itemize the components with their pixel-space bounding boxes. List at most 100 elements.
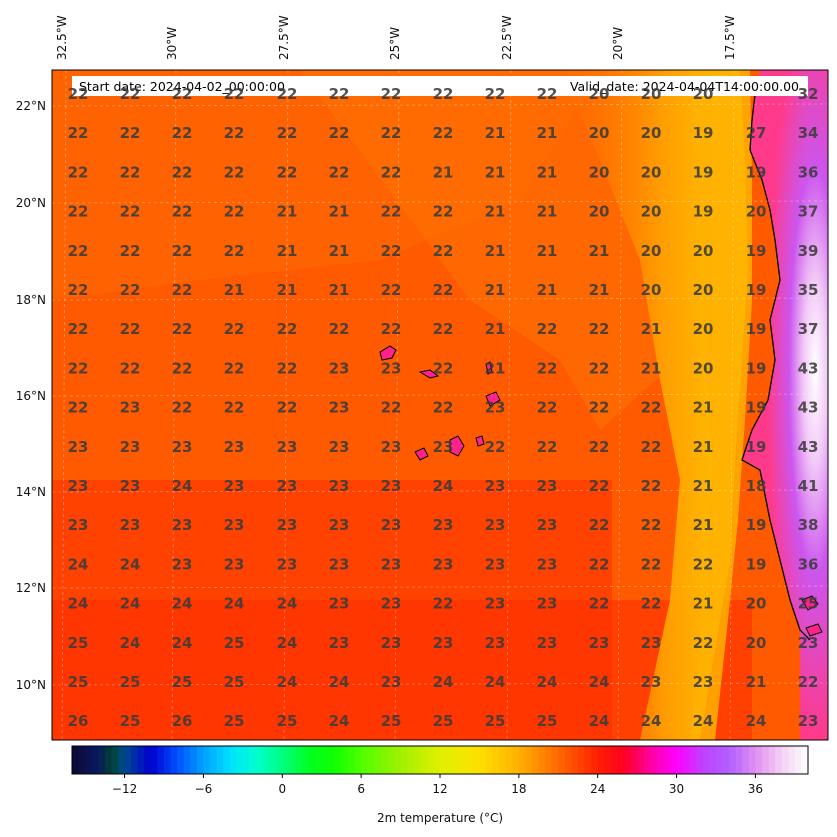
colorbar-segment bbox=[551, 746, 559, 774]
colorbar-segment bbox=[663, 746, 671, 774]
grid-value: 22 bbox=[120, 281, 141, 299]
grid-value: 22 bbox=[589, 320, 610, 338]
colorbar-segment bbox=[584, 746, 592, 774]
grid-value: 20 bbox=[641, 242, 662, 260]
grid-value: 20 bbox=[693, 85, 714, 103]
grid-value: 22 bbox=[277, 163, 298, 181]
grid-value: 22 bbox=[68, 320, 89, 338]
grid-value: 22 bbox=[433, 203, 454, 221]
colorbar-segment bbox=[696, 746, 704, 774]
grid-value: 20 bbox=[641, 124, 662, 142]
grid-value: 20 bbox=[641, 281, 662, 299]
grid-value: 21 bbox=[485, 163, 506, 181]
grid-value: 23 bbox=[224, 438, 245, 456]
grid-value: 24 bbox=[329, 673, 350, 691]
grid-value: 19 bbox=[746, 399, 767, 417]
grid-value: 23 bbox=[224, 516, 245, 534]
grid-value: 22 bbox=[641, 516, 662, 534]
grid-value: 22 bbox=[641, 438, 662, 456]
colorbar-segment bbox=[505, 746, 513, 774]
grid-value: 24 bbox=[172, 634, 193, 652]
grid-value: 23 bbox=[381, 634, 402, 652]
colorbar-segment bbox=[354, 746, 362, 774]
colorbar-segment bbox=[118, 746, 126, 774]
grid-value: 22 bbox=[537, 399, 558, 417]
colorbar-segment bbox=[380, 746, 389, 774]
colorbar-segment bbox=[617, 746, 625, 774]
grid-value: 22 bbox=[433, 242, 454, 260]
grid-value: 22 bbox=[381, 242, 402, 260]
colorbar-segment bbox=[203, 746, 211, 774]
grid-value: 24 bbox=[120, 634, 141, 652]
colorbar-segment bbox=[249, 746, 257, 774]
grid-value: 22 bbox=[172, 85, 193, 103]
colorbar-segment bbox=[157, 746, 165, 774]
latitude-label: 10°N bbox=[16, 678, 46, 692]
grid-value: 19 bbox=[746, 438, 767, 456]
colorbar-segment bbox=[762, 746, 770, 774]
grid-value: 23 bbox=[485, 516, 506, 534]
grid-value: 23 bbox=[641, 634, 662, 652]
grid-value: 23 bbox=[172, 438, 193, 456]
colorbar-segment bbox=[387, 746, 395, 774]
grid-value: 18 bbox=[746, 477, 767, 495]
grid-value: 22 bbox=[120, 320, 141, 338]
grid-value: 22 bbox=[537, 320, 558, 338]
grid-value: 22 bbox=[589, 595, 610, 613]
grid-value: 23 bbox=[381, 595, 402, 613]
grid-value: 25 bbox=[68, 634, 89, 652]
grid-value: 22 bbox=[433, 281, 454, 299]
grid-value: 21 bbox=[433, 163, 454, 181]
colorbar-segment bbox=[748, 746, 757, 774]
grid-value: 20 bbox=[693, 359, 714, 377]
colorbar-segment bbox=[591, 746, 599, 774]
grid-value: 23 bbox=[641, 673, 662, 691]
grid-value: 24 bbox=[433, 477, 454, 495]
grid-value: 22 bbox=[433, 124, 454, 142]
grid-value: 23 bbox=[485, 399, 506, 417]
colorbar-tick-label: 6 bbox=[357, 782, 365, 796]
colorbar-segment bbox=[91, 746, 99, 774]
colorbar-segment bbox=[768, 746, 776, 774]
colorbar-segment bbox=[689, 746, 697, 774]
colorbar-segment bbox=[525, 746, 533, 774]
grid-value: 19 bbox=[746, 281, 767, 299]
colorbar-segment bbox=[486, 746, 494, 774]
date-banner bbox=[72, 76, 808, 96]
grid-value: 21 bbox=[485, 124, 506, 142]
grid-value: 20 bbox=[746, 634, 767, 652]
grid-value: 22 bbox=[693, 555, 714, 573]
grid-value: 22 bbox=[433, 320, 454, 338]
colorbar-segment bbox=[735, 746, 743, 774]
grid-value: 24 bbox=[746, 712, 767, 730]
grid-value: 23 bbox=[433, 516, 454, 534]
grid-value: 23 bbox=[68, 516, 89, 534]
colorbar-tick-label: −12 bbox=[112, 782, 137, 796]
grid-value: 41 bbox=[798, 477, 819, 495]
colorbar-segment bbox=[492, 746, 500, 774]
colorbar-segment bbox=[446, 746, 454, 774]
colorbar-segment bbox=[788, 746, 796, 774]
grid-value: 24 bbox=[172, 477, 193, 495]
grid-value: 22 bbox=[120, 242, 141, 260]
grid-value: 22 bbox=[224, 359, 245, 377]
grid-value: 22 bbox=[641, 555, 662, 573]
grid-value: 24 bbox=[120, 555, 141, 573]
grid-value: 22 bbox=[277, 320, 298, 338]
grid-value: 22 bbox=[641, 399, 662, 417]
colorbar-segment bbox=[755, 746, 763, 774]
colorbar-segment bbox=[420, 746, 428, 774]
grid-value: 22 bbox=[537, 359, 558, 377]
grid-value: 22 bbox=[120, 124, 141, 142]
grid-value: 23 bbox=[381, 673, 402, 691]
colorbar-segment bbox=[722, 746, 730, 774]
grid-value: 43 bbox=[798, 438, 819, 456]
grid-value: 25 bbox=[277, 712, 298, 730]
colorbar-segment bbox=[72, 746, 80, 774]
grid-value: 23 bbox=[537, 634, 558, 652]
colorbar-segment bbox=[170, 746, 178, 774]
valid-date-label: Valid_date: 2024-04-04T14:00:00.00 bbox=[570, 79, 799, 94]
grid-value: 22 bbox=[68, 399, 89, 417]
grid-value: 22 bbox=[172, 163, 193, 181]
colorbar-segment bbox=[499, 746, 507, 774]
